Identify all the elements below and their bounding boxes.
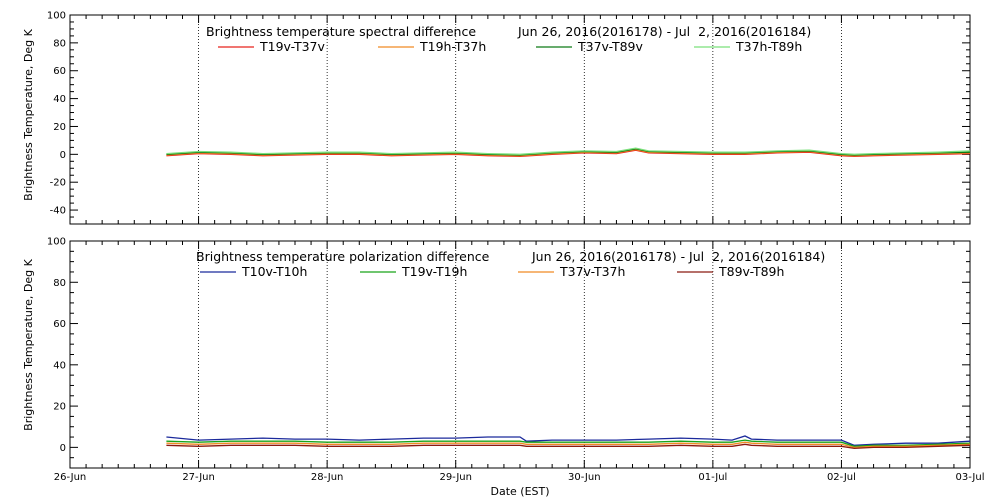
x-tick-label: 28-Jun — [311, 472, 344, 483]
spectral-date-range: Jun 26, 2016(2016178) - Jul 2, 2016(2016… — [517, 24, 811, 39]
y-tick-label: 40 — [53, 94, 66, 105]
y-tick-label: 0 — [60, 443, 66, 454]
legend-label: T19v-T37v — [259, 39, 326, 54]
plot-frame — [69, 240, 971, 469]
series-line — [166, 443, 971, 450]
series-line — [166, 147, 971, 155]
series-line — [166, 441, 971, 449]
y-tick-label: 0 — [60, 150, 66, 161]
x-tick-label: 01-Jul — [698, 472, 727, 483]
polarization-date-range: Jun 26, 2016(2016178) - Jul 2, 2016(2016… — [531, 249, 825, 264]
legend-label: T37v-T37h — [559, 264, 625, 279]
series-line — [166, 439, 971, 447]
x-axis-label: Date (EST) — [490, 485, 549, 498]
x-tick-label: 27-Jun — [182, 472, 215, 483]
series-line — [166, 435, 971, 446]
y-tick-label: 20 — [53, 122, 66, 133]
y-tick-label: -20 — [50, 178, 66, 189]
y-tick-label: 60 — [53, 66, 66, 77]
legend-label: T89v-T89h — [718, 264, 784, 279]
x-tick-label: 29-Jun — [439, 472, 472, 483]
y-tick-label: 40 — [53, 360, 66, 371]
series-line — [166, 148, 971, 157]
y-tick-label: 80 — [53, 38, 66, 49]
y-tick-label: 80 — [53, 278, 66, 289]
spectral-y-axis-label: Brightness Temperature, Deg K — [22, 28, 35, 200]
polarization-y-axis-label: Brightness Temperature, Deg K — [22, 258, 35, 430]
legend-label: T10v-T10h — [241, 264, 307, 279]
legend-label: T19v-T19h — [401, 264, 467, 279]
x-tick-label: 30-Jun — [568, 472, 601, 483]
spectral-title: Brightness temperature spectral differen… — [206, 24, 476, 39]
y-tick-label: 60 — [53, 319, 66, 330]
legend-label: T19h-T37h — [419, 39, 486, 54]
plot-frame — [69, 14, 971, 225]
series-line — [166, 149, 971, 158]
legend-label: T37h-T89h — [735, 39, 802, 54]
legend-label: T37v-T89v — [577, 39, 644, 54]
y-tick-label: -40 — [50, 206, 66, 217]
spectral-difference-panel: Brightness temperature spectral differen… — [22, 11, 971, 225]
x-tick-label: 03-Jul — [956, 472, 985, 483]
y-tick-label: 20 — [53, 402, 66, 413]
polarization-title: Brightness temperature polarization diff… — [196, 249, 490, 264]
polarization-difference-panel: Brightness temperature polarization diff… — [22, 237, 984, 499]
y-tick-label: 100 — [47, 237, 66, 248]
x-tick-label: 02-Jul — [827, 472, 856, 483]
x-tick-label: 26-Jun — [54, 472, 87, 483]
y-tick-label: 100 — [47, 11, 66, 22]
